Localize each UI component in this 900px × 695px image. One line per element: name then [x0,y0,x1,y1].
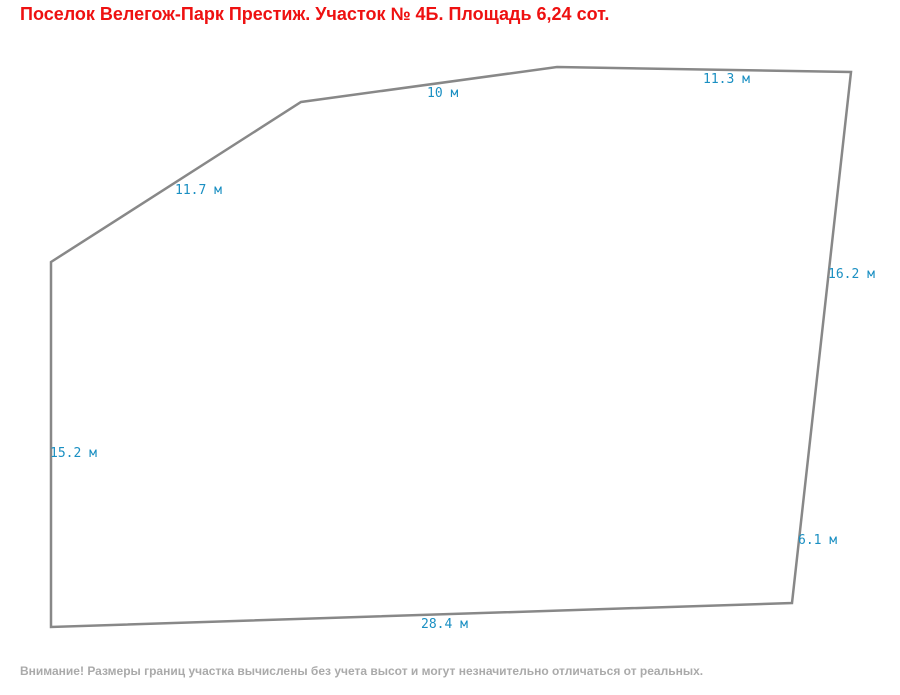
title: Поселок Велегож-Парк Престиж. Участок № … [20,4,609,24]
edge-length: 11.7 м [175,183,222,198]
edge-length: 15.2 м [50,446,97,461]
edge-length: 28.4 м [421,617,468,632]
edge-length: 16.2 м [828,267,875,282]
edge-length: 11.3 м [703,72,750,87]
edge-length: 10 м [427,86,458,101]
note: Внимание! Размеры границ участка вычисле… [20,664,703,678]
plot-boundary [49,65,853,629]
edge-length: 6.1 м [798,533,837,548]
